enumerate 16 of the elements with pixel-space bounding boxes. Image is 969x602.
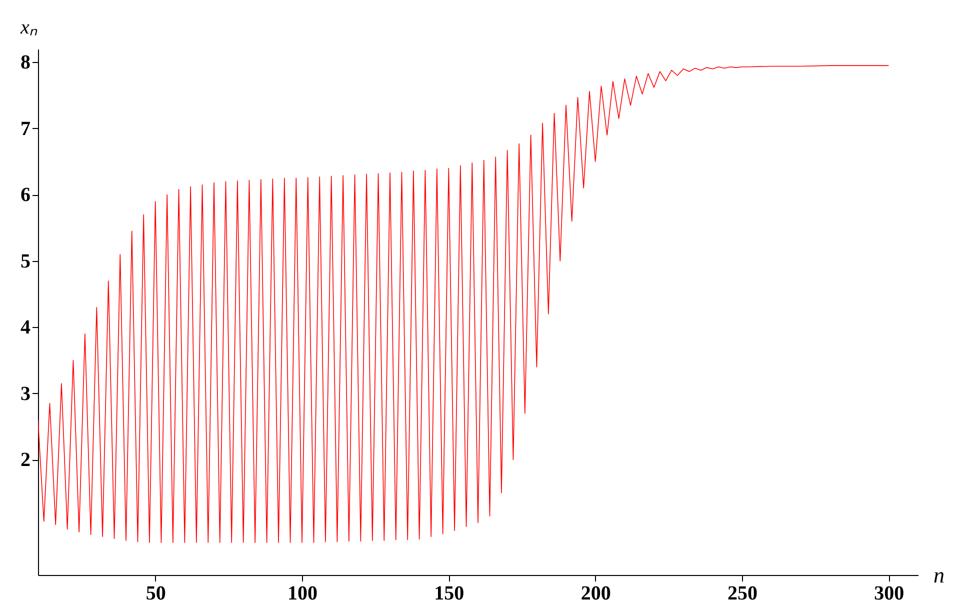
y-tick-label: 5 xyxy=(20,250,30,272)
x-tick-label: 200 xyxy=(580,582,611,602)
x-axis-title: n xyxy=(934,562,944,588)
y-tick-label: 3 xyxy=(20,382,30,405)
y-tick-label: 6 xyxy=(20,184,30,206)
x-tick-label: 100 xyxy=(288,582,318,602)
x-tick-label: 50 xyxy=(146,582,166,602)
y-tick-label: 7 xyxy=(20,118,30,140)
y-tick-label: 2 xyxy=(20,449,30,472)
y-tick-label: 8 xyxy=(20,52,30,74)
x-tick-label: 250 xyxy=(728,582,758,602)
x-tick-label: 300 xyxy=(874,582,904,602)
y-axis-title: xₙ xyxy=(20,16,38,38)
line-series xyxy=(38,65,890,543)
x-tick-label: 150 xyxy=(434,582,464,602)
y-tick-label: 4 xyxy=(20,316,30,339)
